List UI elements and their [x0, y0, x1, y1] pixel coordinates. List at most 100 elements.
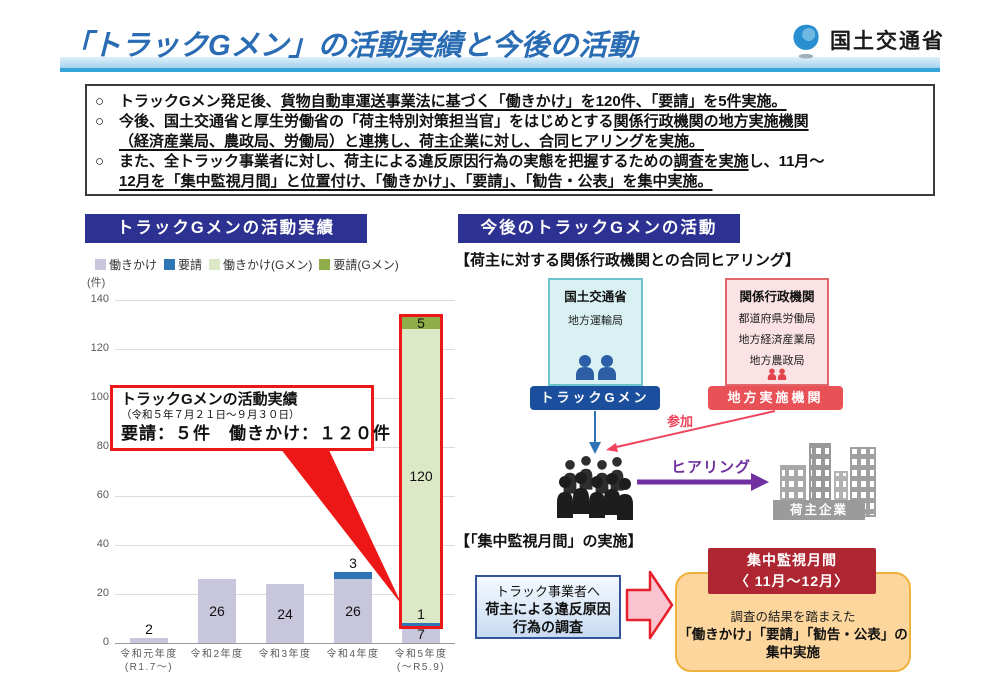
agency-logo: 国土交通省	[788, 20, 945, 60]
shipper-label: 荷主企業	[773, 500, 865, 520]
legend-label: 要請(Gメン)	[333, 258, 399, 272]
people-pair-icon	[767, 368, 787, 380]
legend-marker	[209, 259, 221, 270]
x-axis-label: 令和4年度	[326, 649, 380, 660]
underlined-text: 関係行政機関の地方実施機関	[613, 113, 809, 130]
bar-value-label: 3	[349, 554, 357, 571]
survey-box: トラック事業者へ 荷主による違反原因 行為の調査	[475, 575, 621, 639]
summary-bullet: ○ トラックGメン発足後、貨物自動車運送事業法に基づく「働きかけ」を120件、「要…	[95, 92, 923, 112]
y-axis-tick: 100	[90, 391, 109, 403]
legend-marker	[164, 259, 176, 270]
bar-segment	[334, 571, 372, 580]
people-pair-icon	[575, 355, 616, 380]
mlit-org-box: 国土交通省 地方運輸局	[548, 278, 643, 386]
y-axis-tick: 20	[96, 587, 109, 599]
x-axis-label: 令和2年度	[190, 649, 244, 660]
chart-legend: 働きかけ 要請 働きかけ(Gメン) 要請(Gメン)	[95, 256, 399, 273]
bar-segment	[402, 625, 440, 643]
related-org-title: 関係行政機関	[739, 290, 815, 304]
bar-value-label: 2	[145, 621, 153, 638]
bar-value-label: 24	[277, 605, 293, 622]
bar-value-label: 26	[209, 603, 225, 620]
title-band	[60, 57, 940, 72]
result-line: 調査の結果を踏まえた	[730, 610, 856, 624]
legend-item: 要請	[164, 256, 202, 273]
chart-title: トラックGメンの活動実績	[85, 214, 367, 243]
y-axis-tick: 40	[96, 538, 109, 550]
bullet-marker: ○	[95, 113, 105, 130]
activity-results-panel: トラックGメンの活動実績 働きかけ 要請 働きかけ(Gメン) 要請(Gメン) (件) …	[85, 212, 465, 700]
summary-box: ○ トラックGメン発足後、貨物自動車運送事業法に基づく「働きかけ」を120件、「要…	[85, 84, 935, 196]
callout-title: トラックGメンの活動実績	[121, 391, 298, 408]
bullet-line: 12月を「集中監視月間」と位置付け、「働きかけ」、「要請」、「勧告・公表」を集中…	[119, 172, 824, 192]
y-axis-tick: 0	[102, 636, 109, 648]
bar-value-label: 5	[417, 315, 425, 332]
y-axis-tick: 60	[96, 489, 109, 501]
joint-hearing-title: 【荷主に対する関係行政機関との合同ヒアリング】	[455, 252, 800, 269]
period-line: 〈 11月～12月〉	[734, 573, 850, 589]
related-org-item: 地方経済産業局	[738, 334, 816, 346]
y-axis-tick: 120	[90, 342, 109, 354]
legend-marker	[319, 259, 331, 270]
bullet-line: また、全トラック事業者に対し、荷主による違反原因行為の実態を把握するための調査を…	[119, 152, 824, 172]
legend-label: 働きかけ(Gメン)	[223, 258, 313, 272]
legend-label: 要請	[178, 258, 203, 272]
related-org-box: 関係行政機関 都道府県労働局 地方経済産業局 地方農政局	[725, 278, 829, 386]
bullet-line: （経済産業局、農政局、労働局）と連携し、荷主企業に対し、合同ヒアリングを実施。	[119, 132, 809, 152]
future-panel-title: 今後のトラックGメンの活動	[458, 214, 740, 243]
mlit-org-sub: 地方運輸局	[568, 315, 623, 327]
bullet-body: 今後、国土交通省と厚生労働省の「荷主特別対策担当官」をはじめとする関係行政機関の…	[119, 112, 809, 152]
text: し、11月～	[748, 153, 825, 170]
bullet-marker: ○	[95, 153, 105, 170]
underlined-text: 12月を「集中監視月間」と位置付け、「働きかけ」、「要請」、「勧告・公表」を集中…	[119, 173, 713, 190]
callout-values: 要請：５件 働きかけ：１２０件	[121, 424, 391, 443]
related-org-item: 地方農政局	[749, 355, 805, 367]
underlined-text: 貨物自動車運送事業法に基づく「働きかけ」を120件、「要請」を5件実施。	[280, 93, 787, 110]
legend-item: 要請(Gメン)	[319, 256, 399, 273]
future-activities-panel: 今後のトラックGメンの活動 【荷主に対する関係行政機関との合同ヒアリング】 国土…	[455, 210, 998, 700]
summary-bullets: ○ トラックGメン発足後、貨物自動車運送事業法に基づく「働きかけ」を120件、「要…	[95, 92, 923, 192]
underlined-text: （経済産業局、農政局、労働局）と連携し、荷主企業に対し、合同ヒアリングを実施。	[119, 133, 705, 150]
text: また、全トラック事業者に対し、荷主による違反原因行為の実態を把握するための	[119, 153, 674, 170]
survey-line: トラック事業者へ	[495, 584, 600, 599]
legend-item: 働きかけ	[95, 256, 157, 273]
page-title: 「トラックGメン」の活動実績と今後の活動	[63, 30, 637, 62]
monitoring-section-title: 【「集中監視月間」の実施】	[455, 533, 643, 550]
bar-value-label: 26	[345, 603, 361, 620]
period-line: 集中監視月間	[747, 552, 837, 568]
bar-segment	[402, 329, 440, 624]
survey-line: 行為の調査	[513, 619, 583, 635]
result-line: 「働きかけ」「要請」「勧告・公表」の	[678, 627, 908, 642]
bar-value-label: 1	[417, 606, 425, 623]
mlit-logo-icon	[793, 24, 819, 59]
highlight-outline	[399, 314, 443, 629]
bullet-body: また、全トラック事業者に対し、荷主による違反原因行為の実態を把握するための調査を…	[119, 152, 824, 192]
hearing-label: ヒアリング	[671, 459, 752, 476]
x-axis-label: 令和元年度 (R1.7～)	[120, 649, 178, 673]
callout-box: トラックGメンの活動実績 （令和５年７月２１日～９月３０日） 要請：５件 働きか…	[110, 385, 391, 451]
purple-arrowhead	[751, 473, 769, 491]
bullet-body: トラックGメン発足後、貨物自動車運送事業法に基づく「働きかけ」を120件、「要請…	[119, 92, 787, 112]
legend-marker	[95, 259, 106, 270]
callout-period: （令和５年７月２１日～９月３０日）	[121, 409, 300, 421]
participate-label: 参加	[667, 414, 694, 429]
bullet-line: トラックGメン発足後、貨物自動車運送事業法に基づく「働きかけ」を120件、「要請…	[119, 92, 787, 112]
agency-name: 国土交通省	[830, 30, 945, 53]
gmen-badge: トラックGメン	[530, 386, 660, 410]
x-axis-label: 令和3年度	[258, 649, 312, 660]
text: 今後、国土交通省と厚生労働省の「荷主特別対策担当官」をはじめとする	[119, 113, 614, 130]
bar-value-label: 120	[409, 468, 433, 485]
chart-unit-label: (件)	[87, 277, 106, 289]
summary-bullet: ○ 今後、国土交通省と厚生労働省の「荷主特別対策担当官」をはじめとする関係行政機関…	[95, 112, 923, 152]
bar-segment	[402, 623, 440, 626]
underlined-text: 調査を実施	[673, 153, 749, 170]
crowd-icon	[557, 456, 633, 520]
result-line: 集中実施	[766, 645, 820, 660]
text: トラックGメン発足後、	[119, 93, 281, 110]
gridline	[115, 349, 455, 350]
survey-line: 荷主による違反原因	[485, 601, 611, 617]
bar-value-label: 7	[417, 626, 425, 643]
block-arrow-icon	[625, 570, 674, 640]
monitoring-period-box: 集中監視月間 〈 11月～12月〉	[708, 548, 876, 594]
